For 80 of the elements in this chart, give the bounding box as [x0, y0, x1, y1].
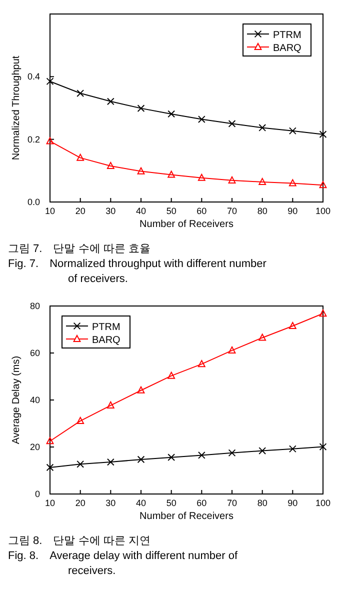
x-tick-label: 30 — [106, 206, 116, 216]
legend-label: BARQ — [92, 335, 121, 346]
x-tick-label: 50 — [166, 206, 176, 216]
point — [137, 104, 145, 112]
x-tick-label: 10 — [44, 206, 56, 216]
point — [106, 401, 114, 408]
point — [258, 334, 266, 341]
x-tick-label: 70 — [226, 498, 238, 508]
y-tick-label: 40 — [30, 395, 40, 405]
point — [168, 170, 176, 178]
x-tick-label: 10 — [44, 498, 56, 508]
legend-label: BARQ — [273, 43, 302, 54]
y-tick-label: 0.4 — [27, 72, 40, 82]
point — [319, 130, 327, 138]
y-tick-label: 60 — [30, 348, 40, 358]
point — [76, 416, 84, 424]
x-tick-label: 60 — [196, 498, 207, 508]
x-tick-label: 20 — [75, 206, 86, 216]
y-axis-title: Average Delay (ms) — [11, 356, 22, 444]
point — [46, 78, 54, 86]
caption: 그림 7. 단말 수에 따른 효율 — [8, 243, 150, 255]
point — [288, 179, 296, 186]
point — [198, 174, 206, 181]
x-axis-title: Number of Receivers — [140, 511, 234, 522]
point — [258, 178, 266, 186]
x-tick-label: 60 — [196, 206, 207, 216]
point — [46, 137, 54, 144]
x-tick-label: 100 — [315, 206, 331, 216]
point — [106, 162, 114, 170]
point — [76, 154, 84, 161]
y-tick-label: 0.2 — [27, 134, 40, 144]
y-tick-label: 20 — [30, 442, 40, 452]
point — [288, 127, 296, 135]
x-tick-label: 20 — [75, 498, 86, 508]
point — [137, 167, 145, 174]
point — [319, 181, 327, 188]
point — [168, 372, 176, 379]
x-tick-label: 80 — [257, 498, 268, 508]
legend-label: PTRM — [92, 322, 120, 333]
point — [228, 346, 236, 354]
x-tick-label: 50 — [166, 498, 176, 508]
point — [76, 460, 84, 468]
point — [228, 176, 236, 184]
caption: Fig. 8. Average delay with different number of receivers. — [8, 550, 238, 577]
x-tick-label: 40 — [136, 498, 146, 508]
x-axis-title: Number of Receivers — [140, 219, 234, 230]
point — [168, 110, 176, 118]
point — [198, 452, 206, 459]
x-tick-label: 40 — [136, 206, 146, 216]
y-tick-label: 0.0 — [27, 197, 40, 207]
point — [106, 98, 114, 106]
y-tick-label: 0 — [34, 489, 40, 499]
x-tick-label: 90 — [288, 206, 298, 216]
point — [288, 322, 296, 330]
x-tick-label: 80 — [257, 206, 268, 216]
x-tick-label: 100 — [315, 498, 331, 508]
x-tick-label: 90 — [288, 498, 298, 508]
point — [228, 449, 236, 457]
point — [198, 360, 206, 368]
caption: Fig. 7. Normalized throughput with different number of receivers. — [8, 258, 267, 285]
point — [228, 120, 236, 128]
point — [258, 447, 266, 454]
caption: 그림 8. 단말 수에 따른 지연 — [8, 535, 150, 547]
point — [106, 458, 114, 466]
point — [258, 124, 266, 132]
point — [288, 445, 296, 453]
x-tick-label: 70 — [226, 206, 238, 216]
point — [319, 443, 327, 450]
x-tick-label: 30 — [106, 498, 116, 508]
y-tick-label: 80 — [30, 301, 40, 311]
point — [137, 386, 145, 394]
point — [168, 454, 176, 462]
point — [137, 456, 145, 464]
point — [46, 437, 54, 444]
point — [46, 464, 54, 472]
point — [319, 310, 327, 317]
point — [198, 116, 206, 123]
y-axis-title: Normalized Throughput — [11, 56, 22, 160]
point — [76, 90, 84, 97]
legend-label: PTRM — [273, 30, 302, 41]
